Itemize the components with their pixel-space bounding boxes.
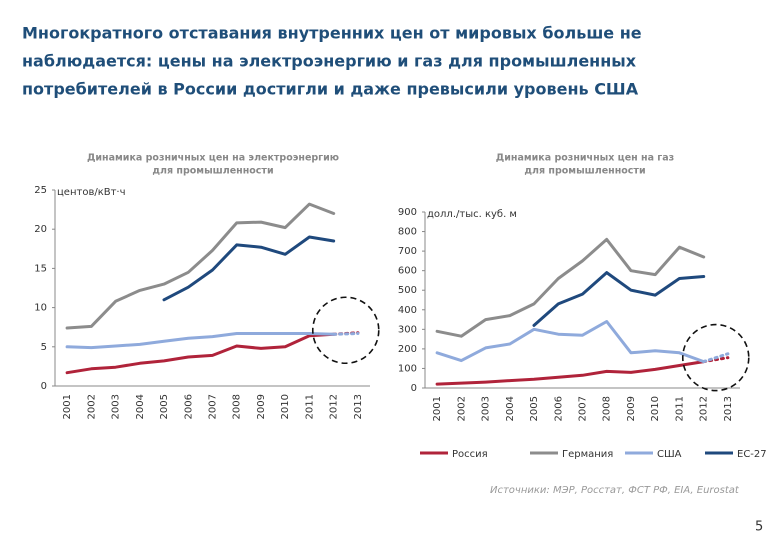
x-tick-label: 2003: [481, 396, 492, 421]
series-line: [65, 202, 336, 330]
x-tick-label: 2007: [578, 396, 589, 421]
x-tick-label: 2009: [256, 394, 267, 419]
y-tick-label: 0: [41, 381, 47, 392]
x-tick-label: 2001: [62, 394, 73, 419]
x-tick-label: 2003: [111, 394, 122, 419]
series-line: [532, 271, 706, 327]
series-line: [65, 332, 336, 375]
series-line: [65, 332, 336, 350]
x-tick-label: 2005: [529, 396, 540, 421]
x-tick-label: 2012: [699, 396, 710, 421]
y-tick-label: 200: [398, 344, 417, 355]
y-tick-label: 20: [34, 224, 47, 235]
x-tick-label: 2012: [329, 394, 340, 419]
forecast-line: [702, 352, 730, 364]
y-tick-label: 10: [34, 303, 47, 314]
highlight-circle: [681, 323, 750, 392]
legend-label: Россия: [452, 449, 488, 460]
x-tick-label: 2010: [280, 394, 291, 419]
x-tick-label: 2011: [674, 396, 685, 421]
series-line: [162, 235, 336, 302]
x-tick-label: 2011: [304, 394, 315, 419]
x-tick-label: 2004: [505, 396, 516, 421]
y-tick-label: 300: [398, 324, 417, 335]
x-tick-label: 2002: [86, 394, 97, 419]
x-tick-label: 2006: [183, 394, 194, 419]
y-tick-label: 400: [398, 305, 417, 316]
highlight-circle: [311, 296, 380, 365]
x-tick-label: 2008: [232, 394, 243, 419]
page-number: 5: [755, 520, 763, 535]
chart-title: для промышленности: [152, 166, 273, 177]
x-tick-label: 2008: [602, 396, 613, 421]
y-tick-label: 5: [41, 342, 47, 353]
y-tick-label: 700: [398, 246, 417, 257]
legend-label: ЕС-27: [737, 449, 767, 460]
chart-title: для промышленности: [524, 166, 645, 177]
x-tick-label: 2007: [208, 394, 219, 419]
y-axis-label: центов/кВт·ч: [57, 187, 126, 198]
x-tick-label: 2002: [456, 396, 467, 421]
y-tick-label: 900: [398, 207, 417, 218]
y-axis-label: долл./тыс. куб. м: [427, 209, 517, 220]
y-tick-label: 15: [34, 263, 47, 274]
x-tick-label: 2013: [353, 394, 364, 419]
x-tick-label: 2004: [135, 394, 146, 419]
y-tick-label: 600: [398, 266, 417, 277]
x-tick-label: 2001: [432, 396, 443, 421]
chart-title: Динамика розничных цен на газ: [496, 153, 674, 164]
legend-label: США: [657, 449, 682, 460]
y-tick-label: 0: [411, 383, 417, 394]
x-tick-label: 2005: [159, 394, 170, 419]
x-tick-label: 2009: [626, 396, 637, 421]
slide-title: потребителей в России достигли и даже пр…: [22, 80, 639, 99]
y-tick-label: 800: [398, 227, 417, 238]
y-tick-label: 500: [398, 285, 417, 296]
x-tick-label: 2013: [723, 396, 734, 421]
series-line: [435, 237, 706, 338]
slide-title: наблюдается: цены на электроэнергию и га…: [22, 52, 637, 71]
y-tick-label: 100: [398, 363, 417, 374]
series-line: [435, 320, 706, 364]
slide-title: Многократного отставания внутренних цен …: [22, 24, 642, 43]
forecast-line: [332, 332, 360, 336]
series-line: [435, 360, 706, 386]
x-tick-label: 2006: [553, 396, 564, 421]
forecast-line: [702, 356, 730, 364]
legend-label: Германия: [562, 449, 613, 460]
chart-title: Динамика розничных цен на электроэнергию: [87, 153, 339, 164]
source: Источники: МЭР, Росстат, ФСТ РФ, EIA, Eu…: [490, 485, 740, 496]
x-tick-label: 2010: [650, 396, 661, 421]
y-tick-label: 25: [34, 185, 47, 196]
